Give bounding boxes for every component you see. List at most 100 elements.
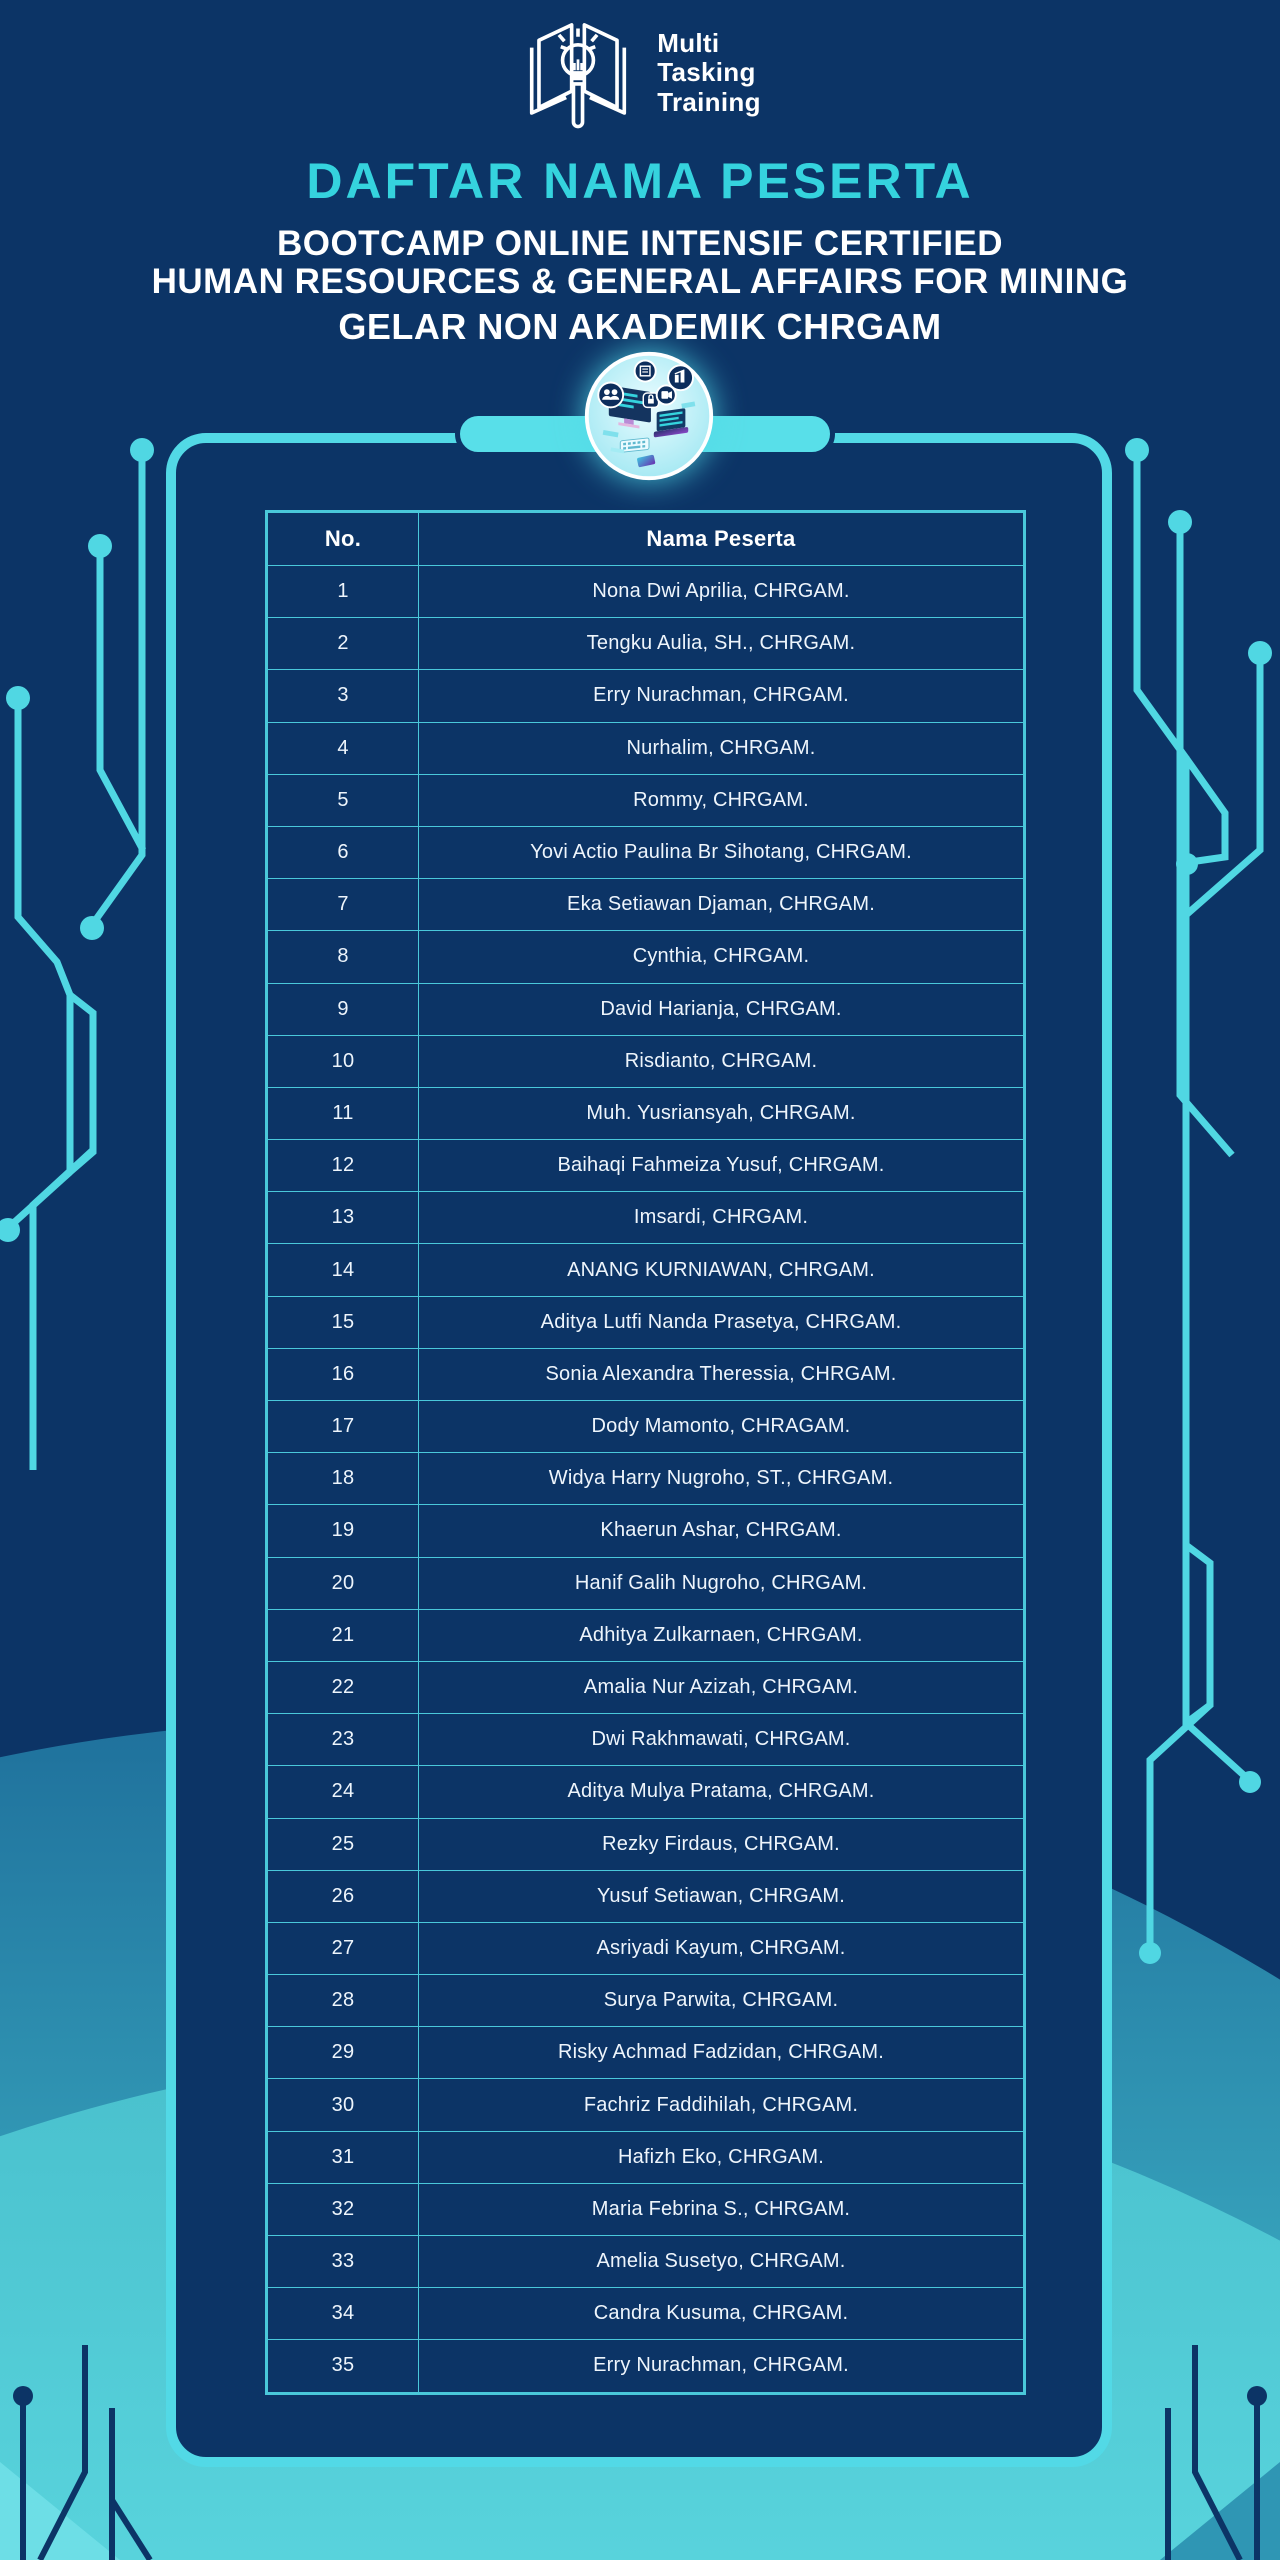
row-participant-name: Adhitya Zulkarnaen, CHRGAM. <box>418 1608 1025 1662</box>
computers-illustration-icon <box>584 351 714 481</box>
row-participant-name: Baihaqi Fahmeiza Yusuf, CHRGAM. <box>418 1139 1025 1193</box>
laptop-icon <box>653 408 689 438</box>
row-participant-name: Aditya Mulya Pratama, CHRGAM. <box>418 1765 1025 1819</box>
row-participant-name: Asriyadi Kayum, CHRGAM. <box>418 1921 1025 1976</box>
row-number: 5 <box>266 773 419 827</box>
row-number: 10 <box>266 1034 419 1088</box>
row-number: 14 <box>266 1243 419 1297</box>
video-call-badge-icon <box>655 384 677 406</box>
row-number: 35 <box>266 2339 419 2394</box>
row-number: 8 <box>266 930 419 984</box>
row-participant-name: Tengku Aulia, SH., CHRGAM. <box>418 617 1025 671</box>
row-number: 7 <box>266 878 419 932</box>
brand-line-1: Multi <box>657 28 720 59</box>
table-row: 16 Sonia Alexandra Theressia, CHRGAM. <box>266 1347 1025 1402</box>
table-row: 32 Maria Febrina S., CHRGAM. <box>266 2182 1025 2237</box>
corner-wedge-left <box>0 2462 120 2560</box>
table-row: 4 Nurhalim, CHRGAM. <box>266 721 1025 775</box>
table-row: 31 Hafizh Eko, CHRGAM. <box>266 2130 1025 2184</box>
document-badge-icon <box>633 359 657 383</box>
table-row: 17 Dody Mamonto, CHRAGAM. <box>266 1399 1025 1454</box>
row-participant-name: Amelia Susetyo, CHRGAM. <box>418 2234 1025 2289</box>
row-participant-name: Dody Mamonto, CHRAGAM. <box>418 1399 1025 1454</box>
row-number: 3 <box>266 669 419 723</box>
row-number: 1 <box>266 564 419 619</box>
row-number: 17 <box>266 1399 419 1454</box>
table-row: 5 Rommy, CHRGAM. <box>266 773 1025 827</box>
row-number: 22 <box>266 1660 419 1715</box>
row-participant-name: Eka Setiawan Djaman, CHRGAM. <box>418 878 1025 932</box>
row-number: 2 <box>266 617 419 671</box>
row-participant-name: Surya Parwita, CHRGAM. <box>418 1974 1025 2028</box>
table-row: 14 ANANG KURNIAWAN, CHRGAM. <box>266 1243 1025 1297</box>
circuit-dot-bottom-left <box>13 2386 33 2406</box>
row-number: 26 <box>266 1869 419 1923</box>
row-number: 33 <box>266 2234 419 2289</box>
table-row: 30 Fachriz Faddihilah, CHRGAM. <box>266 2078 1025 2132</box>
row-participant-name: Muh. Yusriansyah, CHRGAM. <box>418 1086 1025 1141</box>
row-number: 32 <box>266 2182 419 2237</box>
brand-line-3: Training <box>657 86 761 117</box>
row-participant-name: David Harianja, CHRGAM. <box>418 982 1025 1036</box>
column-header-no: No. <box>266 511 419 566</box>
table-row: 3 Erry Nurachman, CHRGAM. <box>266 669 1025 723</box>
participants-table: No. Nama Peserta 1 Nona Dwi Aprilia, CHR… <box>265 510 1026 2395</box>
row-participant-name: Risdianto, CHRGAM. <box>418 1034 1025 1088</box>
row-number: 28 <box>266 1974 419 2028</box>
row-participant-name: Rezky Firdaus, CHRGAM. <box>418 1817 1025 1871</box>
brand-name: Multi Tasking Training <box>657 29 761 116</box>
row-number: 15 <box>266 1295 419 1349</box>
row-number: 25 <box>266 1817 419 1871</box>
circuit-lines-bottom-right <box>1165 2345 1260 2560</box>
row-participant-name: ANANG KURNIAWAN, CHRGAM. <box>418 1243 1025 1297</box>
page-title: DAFTAR NAMA PESERTA <box>306 153 974 209</box>
row-participant-name: Dwi Rakhmawati, CHRGAM. <box>418 1713 1025 1767</box>
row-number: 30 <box>266 2078 419 2132</box>
table-row: 29 Risky Achmad Fadzidan, CHRGAM. <box>266 2026 1025 2080</box>
table-row: 19 Khaerun Ashar, CHRGAM. <box>266 1504 1025 1558</box>
book-lightbulb-logo-icon <box>530 23 627 129</box>
row-number: 20 <box>266 1556 419 1610</box>
row-participant-name: Aditya Lutfi Nanda Prasetya, CHRGAM. <box>418 1295 1025 1349</box>
row-participant-name: Yusuf Setiawan, CHRGAM. <box>418 1869 1025 1923</box>
table-row: 7 Eka Setiawan Djaman, CHRGAM. <box>266 878 1025 932</box>
table-row: 15 Aditya Lutfi Nanda Prasetya, CHRGAM. <box>266 1295 1025 1349</box>
participants-table-wrapper: No. Nama Peserta 1 Nona Dwi Aprilia, CHR… <box>265 510 1026 2395</box>
circuit-lines-left <box>5 452 147 1470</box>
table-body: 1 Nona Dwi Aprilia, CHRGAM. 2 Tengku Aul… <box>266 564 1025 2394</box>
row-participant-name: Sonia Alexandra Theressia, CHRGAM. <box>418 1347 1025 1402</box>
circuit-dot-bottom-right <box>1247 2386 1267 2406</box>
people-badge-icon <box>597 381 625 409</box>
row-participant-name: Candra Kusuma, CHRGAM. <box>418 2287 1025 2341</box>
row-participant-name: Amalia Nur Azizah, CHRGAM. <box>418 1660 1025 1715</box>
row-participant-name: Yovi Actio Paulina Br Sihotang, CHRGAM. <box>418 825 1025 880</box>
row-number: 6 <box>266 825 419 880</box>
row-participant-name: Fachriz Faddihilah, CHRGAM. <box>418 2078 1025 2132</box>
row-number: 24 <box>266 1765 419 1819</box>
row-number: 11 <box>266 1086 419 1141</box>
row-participant-name: Hafizh Eko, CHRGAM. <box>418 2130 1025 2184</box>
table-row: 35 Erry Nurachman, CHRGAM. <box>266 2339 1025 2394</box>
row-participant-name: Risky Achmad Fadzidan, CHRGAM. <box>418 2026 1025 2080</box>
row-participant-name: Widya Harry Nugroho, ST., CHRGAM. <box>418 1452 1025 1506</box>
table-row: 21 Adhitya Zulkarnaen, CHRGAM. <box>266 1608 1025 1662</box>
subtitle-line-1: BOOTCAMP ONLINE INTENSIF CERTIFIED <box>276 224 1004 263</box>
table-row: 12 Baihaqi Fahmeiza Yusuf, CHRGAM. <box>266 1139 1025 1193</box>
row-participant-name: Rommy, CHRGAM. <box>418 773 1025 827</box>
table-row: 11 Muh. Yusriansyah, CHRGAM. <box>266 1086 1025 1141</box>
circuit-dots-left <box>0 438 154 1242</box>
table-row: 2 Tengku Aulia, SH., CHRGAM. <box>266 617 1025 671</box>
corner-wedge-right <box>1160 2462 1280 2560</box>
keyboard-icon <box>619 437 650 453</box>
table-row: 25 Rezky Firdaus, CHRGAM. <box>266 1817 1025 1871</box>
table-row: 26 Yusuf Setiawan, CHRGAM. <box>266 1869 1025 1923</box>
row-number: 18 <box>266 1452 419 1506</box>
column-header-name: Nama Peserta <box>418 511 1025 566</box>
subtitle-line-3: GELAR NON AKADEMIK CHRGAM <box>338 306 942 347</box>
row-participant-name: Nurhalim, CHRGAM. <box>418 721 1025 775</box>
table-row: 28 Surya Parwita, CHRGAM. <box>266 1974 1025 2028</box>
table-row: 34 Candra Kusuma, CHRGAM. <box>266 2287 1025 2341</box>
table-row: 20 Hanif Galih Nugroho, CHRGAM. <box>266 1556 1025 1610</box>
row-number: 13 <box>266 1191 419 1245</box>
